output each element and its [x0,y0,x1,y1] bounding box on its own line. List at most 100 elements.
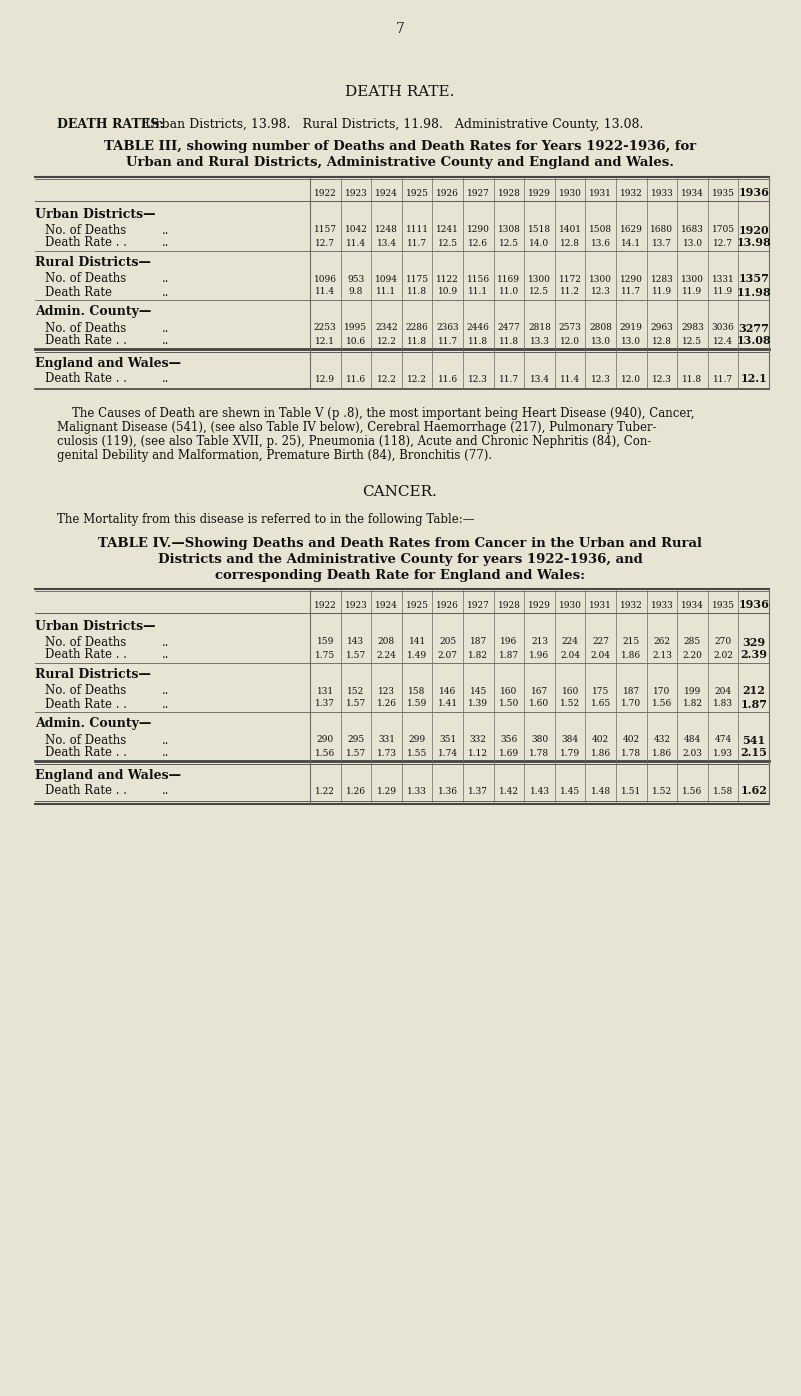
Text: 11.7: 11.7 [622,288,642,296]
Text: 1922: 1922 [314,600,336,610]
Text: 1.56: 1.56 [652,699,672,709]
Text: No. of Deaths: No. of Deaths [45,684,127,698]
Text: 12.8: 12.8 [652,336,672,345]
Text: Malignant Disease (541), (see also Table IV below), Cerebral Haemorrhage (217), : Malignant Disease (541), (see also Table… [57,422,657,434]
Text: 13.7: 13.7 [652,239,672,247]
Text: 1169: 1169 [497,275,521,283]
Text: 11.8: 11.8 [407,336,427,345]
Text: 1.48: 1.48 [590,786,611,796]
Text: ..: .. [162,236,170,250]
Text: 1.52: 1.52 [652,786,672,796]
Text: 143: 143 [348,638,364,646]
Text: 1.86: 1.86 [622,651,642,659]
Text: 1.83: 1.83 [713,699,733,709]
Text: 1922: 1922 [314,188,336,197]
Text: 1.82: 1.82 [469,651,489,659]
Text: Rural Districts—: Rural Districts— [35,669,151,681]
Text: ..: .. [162,286,170,299]
Text: 1705: 1705 [711,226,735,235]
Text: 13.4: 13.4 [376,239,396,247]
Text: 2983: 2983 [681,324,704,332]
Text: 329: 329 [743,637,765,648]
Text: 1308: 1308 [497,226,521,235]
Text: 1680: 1680 [650,226,674,235]
Text: 1.49: 1.49 [407,651,427,659]
Text: 1357: 1357 [739,274,769,285]
Text: 13.6: 13.6 [590,239,610,247]
Text: 2253: 2253 [314,324,336,332]
Text: 11.4: 11.4 [346,239,366,247]
Text: 1290: 1290 [620,275,642,283]
Text: CANCER.: CANCER. [363,484,437,498]
Text: 1.57: 1.57 [346,699,366,709]
Text: 1094: 1094 [375,275,398,283]
Text: 1.52: 1.52 [560,699,580,709]
Text: 2.15: 2.15 [740,747,767,758]
Text: 1923: 1923 [344,188,368,197]
Text: No. of Deaths: No. of Deaths [45,635,127,649]
Text: TABLE IV.—Showing Deaths and Death Rates from Cancer in the Urban and Rural: TABLE IV.—Showing Deaths and Death Rates… [98,537,702,550]
Text: Urban and Rural Districts, Administrative County and England and Wales.: Urban and Rural Districts, Administrativ… [126,156,674,169]
Text: 2342: 2342 [375,324,398,332]
Text: 12.1: 12.1 [740,374,767,384]
Text: 332: 332 [470,736,487,744]
Text: 474: 474 [714,736,732,744]
Text: No. of Deaths: No. of Deaths [45,223,127,236]
Text: 215: 215 [622,638,640,646]
Text: 187: 187 [622,687,640,695]
Text: 13.98: 13.98 [736,237,771,248]
Text: 1.29: 1.29 [376,786,396,796]
Text: 1.33: 1.33 [407,786,427,796]
Text: 1995: 1995 [344,324,368,332]
Text: 1.60: 1.60 [529,699,549,709]
Text: 1926: 1926 [437,600,459,610]
Text: 1927: 1927 [467,188,489,197]
Text: 12.7: 12.7 [316,239,336,247]
Text: 11.1: 11.1 [376,288,396,296]
Text: ..: .. [162,684,170,698]
Text: 152: 152 [348,687,364,695]
Text: 331: 331 [378,736,395,744]
Text: 2.07: 2.07 [437,651,457,659]
Text: 1930: 1930 [558,188,582,197]
Text: No. of Deaths: No. of Deaths [45,321,127,335]
Text: 167: 167 [531,687,548,695]
Text: 2573: 2573 [558,324,582,332]
Text: Urban Districts—: Urban Districts— [35,208,155,221]
Text: 3036: 3036 [712,324,735,332]
Text: 2.02: 2.02 [713,651,733,659]
Text: 13.0: 13.0 [622,336,642,345]
Text: 13.0: 13.0 [590,336,610,345]
Text: 1.51: 1.51 [621,786,642,796]
Text: ..: .. [162,373,170,385]
Text: Districts and the Administrative County for years 1922-1936, and: Districts and the Administrative County … [158,553,642,565]
Text: 1.65: 1.65 [590,699,611,709]
Text: 1.74: 1.74 [437,748,457,758]
Text: 9.8: 9.8 [348,288,363,296]
Text: 145: 145 [469,687,487,695]
Text: 13.08: 13.08 [736,335,771,346]
Text: 1.62: 1.62 [740,786,767,797]
Text: 1.26: 1.26 [376,699,396,709]
Text: 1.86: 1.86 [652,748,672,758]
Text: 2919: 2919 [620,324,642,332]
Text: Death Rate . .: Death Rate . . [45,785,127,797]
Text: 484: 484 [684,736,701,744]
Text: 953: 953 [348,275,364,283]
Text: 187: 187 [469,638,487,646]
Text: DEATH RATES:: DEATH RATES: [57,119,164,131]
Text: 290: 290 [316,736,334,744]
Text: 196: 196 [501,638,517,646]
Text: 12.3: 12.3 [591,374,610,384]
Text: 1.93: 1.93 [713,748,733,758]
Text: ..: .. [162,747,170,759]
Text: 11.8: 11.8 [469,336,489,345]
Text: 1924: 1924 [375,600,398,610]
Text: 1935: 1935 [711,600,735,610]
Text: 2.24: 2.24 [376,651,396,659]
Text: 1920: 1920 [739,225,769,236]
Text: 1.50: 1.50 [499,699,519,709]
Text: 402: 402 [622,736,640,744]
Text: 1.56: 1.56 [315,748,336,758]
Text: 1.45: 1.45 [560,786,580,796]
